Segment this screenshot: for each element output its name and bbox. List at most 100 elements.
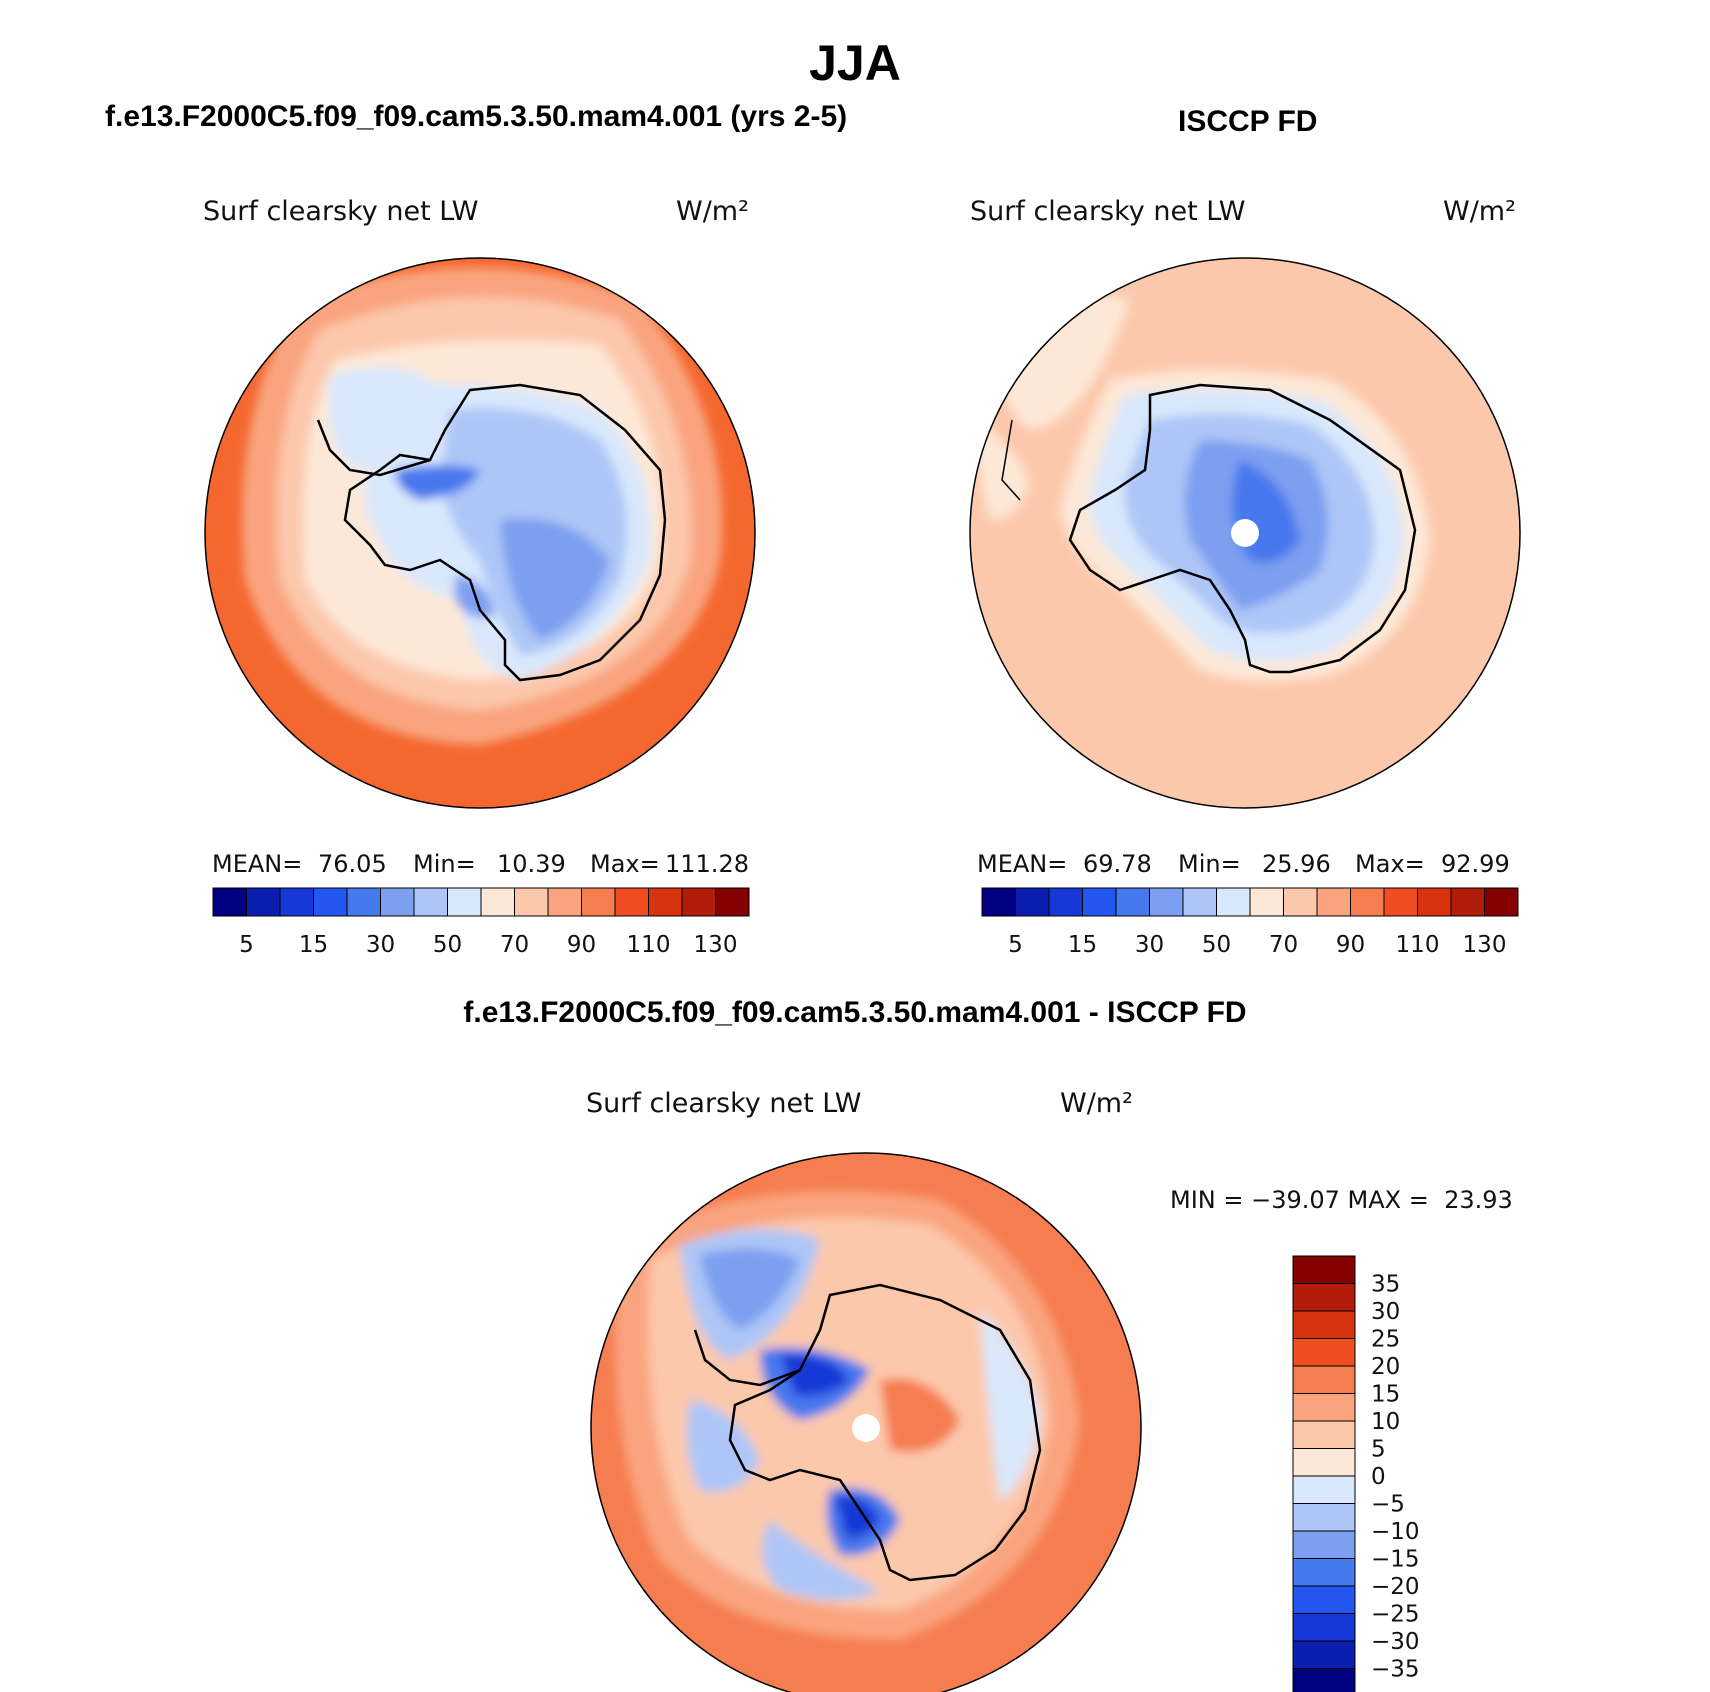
colorbar-model-tick-label: 130 (694, 932, 738, 958)
colorbar-obs-swatch (1149, 887, 1184, 917)
colorbar-diff-tick-label: 10 (1371, 1409, 1400, 1435)
panel-heading-diff: f.e13.F2000C5.f09_f09.cam5.3.50.mam4.001… (463, 996, 1247, 1029)
diff-panel: Surf clearsky net LW W/m² MIN = −39.07 M… (586, 1088, 1513, 1692)
colorbar-model-swatch (614, 887, 649, 917)
units-label-diff: W/m² (1060, 1088, 1133, 1119)
colorbar-obs-swatch (1316, 887, 1351, 917)
colorbar-model-swatch (380, 887, 415, 917)
mean-value-obs: 69.78 (1083, 850, 1152, 878)
colorbar-diff-tick-label: −10 (1371, 1519, 1420, 1545)
colorbar-model-swatch (480, 887, 515, 917)
colorbar-model-swatch (648, 887, 683, 917)
colorbar-diff-swatch (1292, 1668, 1356, 1692)
colorbar-obs-swatch (1383, 887, 1418, 917)
colorbar-diff-swatch (1292, 1283, 1356, 1312)
colorbar-model-swatch (581, 887, 616, 917)
colorbar-diff-tick-label: 20 (1371, 1354, 1400, 1380)
colorbar-obs-swatch (1249, 887, 1284, 917)
colorbar-obs-swatch (981, 887, 1016, 917)
variable-label-diff: Surf clearsky net LW (586, 1088, 862, 1119)
colorbar-diff-swatch (1292, 1393, 1356, 1422)
colorbar-obs-tick-label: 5 (1008, 932, 1023, 958)
colorbar-obs-tick-label: 30 (1135, 932, 1164, 958)
colorbar-model-tick-label: 70 (500, 932, 529, 958)
colorbar-diff-tick-label: −5 (1371, 1492, 1405, 1518)
max-value-obs: 92.99 (1441, 850, 1510, 878)
colorbar-obs-tick-label: 90 (1336, 932, 1365, 958)
colorbar-diff-swatch (1292, 1310, 1356, 1339)
colorbar-obs-tick-label: 110 (1396, 932, 1440, 958)
colorbar-model-swatch (313, 887, 348, 917)
colorbar-model-tick-label: 110 (627, 932, 671, 958)
colorbar-obs: 5 15 30 50 70 90 110 130 (981, 887, 1519, 958)
polar-map-diff (591, 1153, 1141, 1692)
colorbar-diff-swatch (1292, 1338, 1356, 1367)
colorbar-diff-tick-label: 5 (1371, 1437, 1386, 1463)
colorbar-obs-swatch (1283, 887, 1318, 917)
colorbar-obs-swatch (1048, 887, 1083, 917)
colorbar-obs-tick-label: 50 (1202, 932, 1231, 958)
colorbar-diff-swatch (1292, 1613, 1356, 1642)
mean-label-model: MEAN= (212, 850, 302, 878)
colorbar-model-swatch (547, 887, 582, 917)
obs-panel: Surf clearsky net LW W/m² MEAN= 69.78 Mi… (969, 196, 1521, 958)
panel-heading-obs: ISCCP FD (1178, 105, 1318, 138)
mean-label-obs: MEAN= (977, 850, 1067, 878)
colorbar-diff-swatch (1292, 1420, 1356, 1449)
colorbar-obs-swatch (1417, 887, 1452, 917)
colorbar-model-swatch (212, 887, 247, 917)
colorbar-diff-swatch (1292, 1365, 1356, 1394)
colorbar-diff-swatch (1292, 1640, 1356, 1669)
colorbar-model: 5 15 30 50 70 90 110 130 (212, 887, 750, 958)
colorbar-obs-swatch (1015, 887, 1050, 917)
colorbar-diff-tick-label: −30 (1371, 1629, 1420, 1655)
colorbar-obs-swatch (1082, 887, 1117, 917)
min-value-model: 10.39 (497, 850, 566, 878)
colorbar-model-swatch (715, 887, 750, 917)
colorbar-diff-swatch (1292, 1530, 1356, 1559)
variable-label-obs: Surf clearsky net LW (970, 196, 1246, 227)
max-label-model: Max= (590, 850, 660, 878)
colorbar-obs-tick-label: 70 (1269, 932, 1298, 958)
colorbar-model-tick-label: 5 (239, 932, 254, 958)
polar-map-obs (970, 258, 1520, 808)
colorbar-obs-swatch (1182, 887, 1217, 917)
units-label-obs: W/m² (1443, 196, 1516, 227)
colorbar-diff-tick-label: 35 (1371, 1272, 1400, 1298)
colorbar-diff-tick-label: −20 (1371, 1574, 1420, 1600)
colorbar-obs-swatch (1350, 887, 1385, 917)
mean-value-model: 76.05 (318, 850, 387, 878)
units-label-model: W/m² (676, 196, 749, 227)
colorbar-model-swatch (681, 887, 716, 917)
min-max-diff: MIN = −39.07 MAX = 23.93 (1170, 1186, 1513, 1214)
colorbar-diff-tick-label: −15 (1371, 1547, 1420, 1573)
min-label-obs: Min= (1178, 850, 1241, 878)
colorbar-diff-tick-label: −35 (1371, 1657, 1420, 1683)
colorbar-diff-swatch (1292, 1475, 1356, 1504)
min-value-obs: 25.96 (1262, 850, 1331, 878)
max-label-obs: Max= (1355, 850, 1425, 878)
colorbar-diff-tick-label: 15 (1371, 1382, 1400, 1408)
colorbar-model-swatch (246, 887, 281, 917)
colorbar-diff-swatch (1292, 1255, 1356, 1284)
colorbar-obs-swatch (1450, 887, 1485, 917)
colorbar-diff-swatch (1292, 1585, 1356, 1614)
colorbar-model-tick-label: 30 (366, 932, 395, 958)
colorbar-diff-swatch (1292, 1503, 1356, 1532)
colorbar-model-swatch (447, 887, 482, 917)
colorbar-diff-tick-label: 25 (1371, 1327, 1400, 1353)
min-label-model: Min= (413, 850, 476, 878)
colorbar-obs-swatch (1115, 887, 1150, 917)
colorbar-diff-tick-label: −25 (1371, 1602, 1420, 1628)
colorbar-model-swatch (346, 887, 381, 917)
colorbar-diff-tick-label: 30 (1371, 1299, 1400, 1325)
colorbar-model-tick-label: 15 (299, 932, 328, 958)
colorbar-diff-swatch (1292, 1448, 1356, 1477)
colorbar-model-swatch (279, 887, 314, 917)
panel-heading-model: f.e13.F2000C5.f09_f09.cam5.3.50.mam4.001… (105, 100, 848, 133)
colorbar-model-tick-label: 90 (567, 932, 596, 958)
colorbar-model-swatch (514, 887, 549, 917)
variable-label-model: Surf clearsky net LW (203, 196, 479, 227)
colorbar-obs-swatch (1216, 887, 1251, 917)
